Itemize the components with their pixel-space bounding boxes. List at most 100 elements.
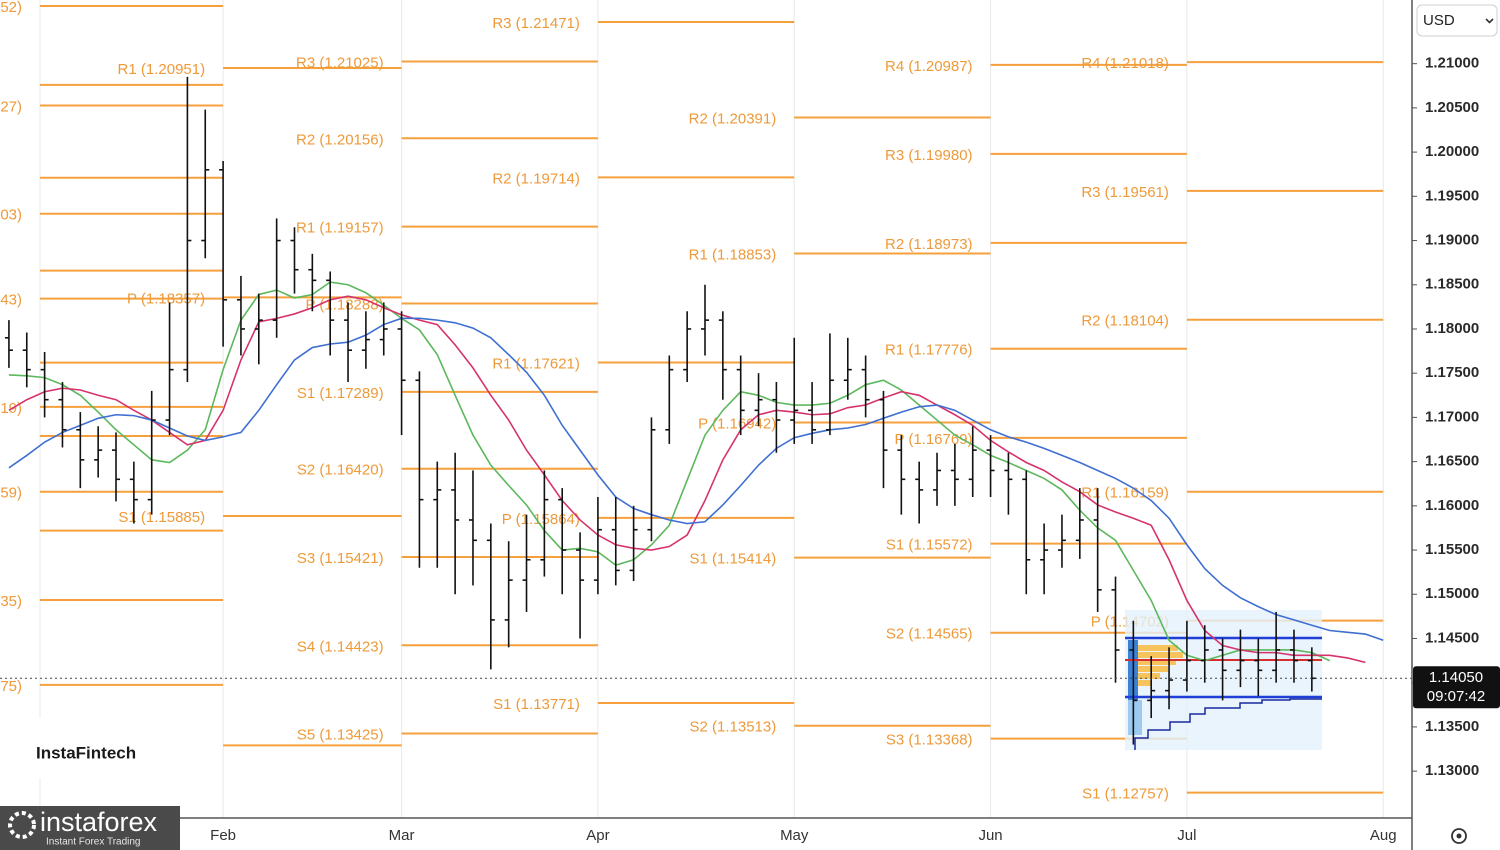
pivot-label: S5 (1.13425) [297, 727, 384, 744]
last-price-box [1413, 666, 1500, 709]
pivot-label: S2 (1.13513) [690, 719, 777, 736]
logo-mark [8, 811, 36, 839]
profile-bar [1138, 666, 1168, 672]
pivot-layer: 52)27)03)43)19)59)35)75)R1 (1.20951)P (1… [0, 0, 1384, 803]
ma-line [8, 295, 1366, 664]
y-tick-label: 1.20000 [1425, 143, 1479, 160]
ma-layer [8, 281, 1384, 664]
last-price-label: 1.14050 [1429, 669, 1483, 686]
pivot-label: S2 (1.16420) [297, 462, 384, 479]
y-tick-label: 1.14500 [1425, 629, 1479, 646]
settings-icon-dot[interactable] [1456, 833, 1462, 839]
pivot-label: 59) [0, 485, 22, 502]
profile-bar [1138, 673, 1160, 679]
profile-bar [1138, 645, 1178, 651]
pivot-label: P (1.18357) [127, 290, 205, 307]
dropdown-box[interactable] [1416, 4, 1498, 37]
pivot-label: R1 (1.16159) [1081, 485, 1169, 502]
pivot-label: S2 (1.14565) [886, 626, 973, 643]
y-tick-label: 1.13500 [1425, 718, 1479, 735]
y-axis-panel [1412, 0, 1500, 850]
pivot-label: S3 (1.15421) [297, 550, 384, 567]
pivot-label: R1 (1.19157) [296, 220, 384, 237]
y-tick-label: 1.17000 [1425, 408, 1479, 425]
x-tick-label: Apr [586, 827, 609, 844]
pivot-label: R1 (1.18853) [689, 247, 777, 264]
pivot-label: R1 (1.20951) [118, 61, 206, 78]
pivot-label: S1 (1.15885) [118, 509, 205, 526]
profile-area [1125, 610, 1322, 750]
y-tick-label: 1.19000 [1425, 232, 1479, 249]
pivot-label: P (1.15864) [502, 511, 580, 528]
pivot-label: R2 (1.19714) [492, 170, 580, 187]
profile-bar [1138, 680, 1152, 686]
profile-outline [1134, 698, 1322, 750]
pivot-label: R4 (1.20987) [885, 58, 973, 75]
currency-dropdown[interactable]: USD [1416, 4, 1498, 37]
pivot-label: P (1.16769) [894, 431, 972, 448]
profile-bar [1128, 700, 1142, 735]
pivot-label: S3 (1.13368) [886, 732, 973, 749]
pivot-label: S1 (1.15414) [690, 551, 777, 568]
pivot-label: R1 (1.17776) [885, 342, 973, 359]
x-tick-label: Aug [1370, 827, 1397, 844]
countdown-label: 09:07:42 [1427, 688, 1485, 705]
pivot-label: 27) [0, 98, 22, 115]
settings-icon[interactable] [1451, 828, 1467, 844]
pivot-label: R2 (1.18104) [1081, 313, 1169, 330]
pivot-label: S1 (1.12757) [1082, 786, 1169, 803]
y-tick-label: 1.19500 [1425, 187, 1479, 204]
pivot-label: S1 (1.13771) [493, 696, 580, 713]
pivot-label: S1 (1.15572) [886, 537, 973, 554]
pivot-label: 43) [0, 292, 22, 309]
pivot-label: R2 (1.20391) [689, 110, 777, 127]
y-tick-label: 1.20500 [1425, 99, 1479, 116]
pivot-label: P (1.16942) [698, 415, 776, 432]
x-tick-label: Jul [1177, 827, 1196, 844]
logo: instaforex Instant Forex Trading [0, 806, 180, 850]
dropdown-label[interactable]: USD [1423, 12, 1455, 29]
pivot-label: 35) [0, 593, 22, 610]
pivot-label: R3 (1.21471) [492, 15, 580, 32]
dropdown-chevron[interactable] [1485, 18, 1494, 24]
y-tick-label: 1.17500 [1425, 364, 1479, 381]
y-tick-label: 1.21000 [1425, 55, 1479, 72]
ma-line [8, 317, 1384, 642]
logo-name: instaforex [40, 807, 158, 837]
pivot-label: R3 (1.21025) [296, 54, 384, 71]
bar-layer [4, 76, 1316, 745]
pivot-label: R3 (1.19561) [1081, 184, 1169, 201]
pivot-label: R1 (1.17621) [492, 355, 580, 372]
y-tick-label: 1.13000 [1425, 762, 1479, 779]
logo-tagline: Instant Forex Trading [46, 837, 141, 848]
y-tick-label: 1.18000 [1425, 320, 1479, 337]
x-tick-label: Jun [978, 827, 1002, 844]
pivot-label: P (1.18288) [305, 296, 383, 313]
pivot-label: 75) [0, 678, 22, 695]
brand-box-bg [25, 718, 152, 778]
settings-button[interactable] [1451, 828, 1467, 844]
x-tick-label: Feb [210, 827, 236, 844]
pivot-label: S1 (1.17289) [297, 385, 384, 402]
pivot-label: R2 (1.18973) [885, 236, 973, 253]
pivot-label: R4 (1.21018) [1081, 55, 1169, 72]
pivot-label: S4 (1.14423) [297, 638, 384, 655]
pivot-label: R3 (1.19980) [885, 147, 973, 164]
y-tick-label: 1.16500 [1425, 453, 1479, 470]
volume-profile [1125, 610, 1322, 750]
pivot-label: 03) [0, 207, 22, 224]
x-tick-label: May [780, 827, 809, 844]
y-tick-label: 1.15500 [1425, 541, 1479, 558]
y-tick-label: 1.16000 [1425, 497, 1479, 514]
pivot-label: R2 (1.20156) [296, 131, 384, 148]
brand-box: InstaFintech [25, 718, 152, 778]
ma-line [8, 281, 1331, 662]
logo-bg [0, 806, 180, 850]
pivot-label: 52) [0, 0, 22, 16]
brand-box-text: InstaFintech [36, 743, 136, 762]
y-tick-label: 1.18500 [1425, 276, 1479, 293]
axis-layer: Feb Mar Apr May Jun Jul Aug 1.13000 1.13500 1.140… [210, 55, 1500, 844]
profile-bar [1138, 659, 1176, 665]
y-tick-label: 1.15000 [1425, 585, 1479, 602]
profile-bar [1138, 652, 1183, 658]
